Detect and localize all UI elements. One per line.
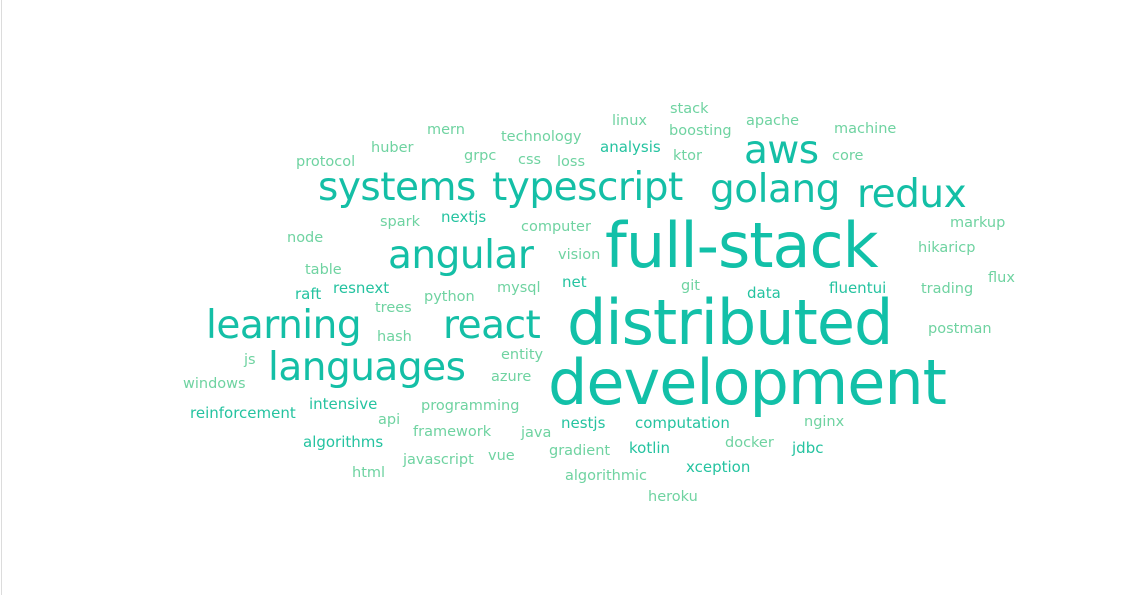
word-api: api: [378, 412, 401, 428]
word-raft: raft: [295, 285, 322, 303]
word-net: net: [562, 273, 587, 291]
word-java: java: [521, 425, 552, 441]
word-python: python: [424, 289, 475, 305]
word-angular: angular: [388, 233, 534, 278]
word-node: node: [287, 230, 324, 246]
word-vue: vue: [488, 448, 515, 464]
word-computation: computation: [635, 414, 730, 432]
word-typescript: typescript: [492, 165, 683, 210]
word-gradient: gradient: [549, 443, 611, 459]
word-trading: trading: [921, 281, 974, 297]
word-linux: linux: [612, 113, 648, 129]
word-core: core: [832, 148, 864, 164]
word-technology: technology: [501, 129, 582, 145]
word-huber: huber: [371, 140, 414, 156]
word-machine: machine: [834, 121, 897, 137]
word-heroku: heroku: [648, 489, 698, 505]
word-apache: apache: [746, 113, 800, 129]
word-javascript: javascript: [403, 452, 474, 468]
word-computer: computer: [521, 219, 591, 235]
word-protocol: protocol: [296, 154, 356, 170]
word-loss: loss: [557, 154, 586, 170]
word-nestjs: nestjs: [561, 414, 606, 432]
word-postman: postman: [928, 321, 992, 337]
word-systems: systems: [318, 165, 476, 210]
word-redux: redux: [857, 172, 967, 217]
word-ktor: ktor: [673, 148, 702, 164]
word-development: development: [548, 346, 947, 419]
word-git: git: [681, 278, 700, 294]
word-distributed: distributed: [567, 286, 893, 359]
word-framework: framework: [413, 424, 492, 440]
word-trees: trees: [375, 300, 412, 316]
word-grpc: grpc: [464, 148, 497, 164]
word-stack: stack: [670, 101, 709, 117]
word-js: js: [244, 352, 256, 368]
word-languages: languages: [268, 345, 466, 390]
word-golang: golang: [710, 167, 840, 212]
word-css: css: [518, 152, 542, 168]
word-algorithmic: algorithmic: [565, 468, 647, 484]
word-hikaricp: hikaricp: [918, 240, 976, 256]
word-analysis: analysis: [600, 138, 661, 156]
word-kotlin: kotlin: [629, 439, 671, 457]
word-markup: markup: [950, 215, 1006, 231]
word-html: html: [352, 465, 386, 481]
word-spark: spark: [380, 214, 421, 230]
word-xception: xception: [686, 458, 751, 476]
word-windows: windows: [183, 376, 246, 392]
word-azure: azure: [491, 369, 532, 385]
word-full-stack: full-stack: [605, 209, 879, 282]
word-fluentui: fluentui: [829, 279, 887, 297]
word-learning: learning: [206, 303, 362, 348]
word-aws: aws: [744, 128, 819, 173]
word-entity: entity: [501, 347, 544, 363]
word-algorithms: algorithms: [303, 433, 384, 451]
word-intensive: intensive: [309, 395, 378, 413]
word-table: table: [305, 262, 342, 278]
word-docker: docker: [725, 435, 774, 451]
word-flux: flux: [988, 270, 1015, 286]
left-border: [1, 0, 2, 595]
word-reinforcement: reinforcement: [190, 404, 296, 422]
word-react: react: [443, 303, 541, 348]
word-boosting: boosting: [669, 123, 732, 139]
word-resnext: resnext: [333, 279, 390, 297]
word-vision: vision: [558, 247, 601, 263]
word-hash: hash: [377, 329, 412, 345]
word-mern: mern: [427, 122, 465, 138]
word-programming: programming: [421, 398, 520, 414]
word-data: data: [747, 284, 781, 302]
word-nextjs: nextjs: [441, 208, 487, 226]
word-nginx: nginx: [804, 414, 845, 430]
word-mysql: mysql: [497, 280, 541, 296]
word-jdbc: jdbc: [792, 439, 824, 457]
